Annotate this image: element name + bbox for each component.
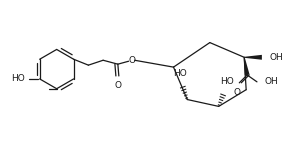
Text: OH: OH [270, 53, 283, 62]
Text: OH: OH [265, 77, 279, 86]
Text: O: O [128, 56, 135, 65]
Text: HO: HO [174, 69, 187, 78]
Text: O: O [114, 81, 121, 90]
Polygon shape [244, 57, 250, 75]
Text: O: O [234, 88, 241, 97]
Text: HO: HO [220, 77, 233, 86]
Text: HO: HO [11, 74, 25, 83]
Polygon shape [244, 55, 262, 60]
